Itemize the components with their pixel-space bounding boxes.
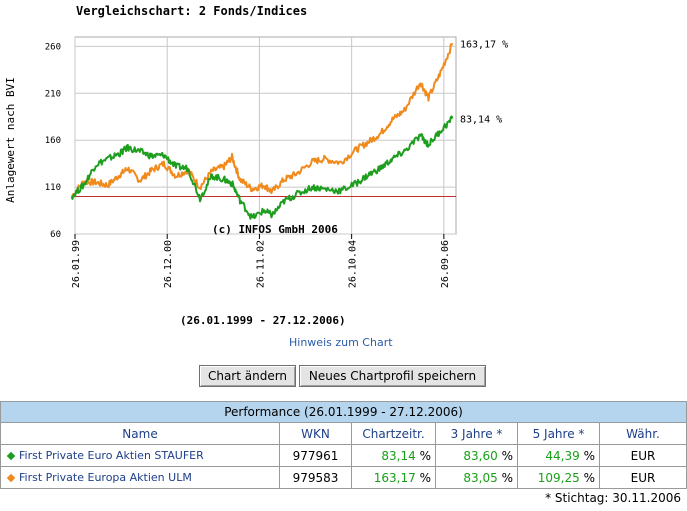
five-year-cell: 109,25 % [517,466,600,489]
y-axis-label: Anlagewert nach BVI [4,77,17,203]
fund-name-cell[interactable]: First Private Europa Aktien ULM [0,466,280,489]
x-tick-label: 26.09.06 [440,240,451,288]
chart-watermark: (c) INFOS GmbH 2006 [212,223,338,236]
performance-chart: 60 110 160 210 260 26.01.99 26.12.00 26.11.02 2… [4,36,508,288]
plot-area [74,36,457,235]
currency-cell: EUR [599,444,687,467]
x-tick-label: 26.11.02 [255,240,266,288]
chart-hint-link[interactable]: Hinweis zum Chart [289,336,393,349]
x-tick-label: 26.12.00 [163,240,174,288]
x-tick-label: 26.01.99 [71,240,82,288]
x-tick-label: 26.10.04 [348,240,359,288]
y-tick-label: 260 [45,42,61,52]
col-header-5-years: 5 Jahre * [517,422,600,445]
change-chart-button[interactable]: Chart ändern [199,365,296,387]
three-year-cell: 83,05 % [435,466,518,489]
wkn-cell: 979583 [279,466,352,489]
save-chart-profile-button[interactable]: Neues Chartprofil speichern [299,365,486,387]
series-line [70,42,454,198]
performance-caption: Performance (26.01.1999 - 27.12.2006) [0,401,687,423]
three-year-cell: 83,60 % [435,444,518,467]
y-tick-label: 60 [50,230,61,240]
col-header-3-years: 3 Jahre * [435,422,518,445]
col-header-name: Name [0,422,280,445]
y-tick-label: 210 [45,89,61,99]
table-header-row: Name WKN Chartzeitr. 3 Jahre * 5 Jahre *… [0,422,687,445]
table-row: First Private Euro Aktien STAUFER 977961… [0,444,687,467]
chart-title: Vergleichschart: 2 Fonds/Indices [76,4,308,18]
chart-period-cell: 163,17 % [351,466,436,489]
table-row: First Private Europa Aktien ULM 979583 1… [0,466,687,489]
wkn-cell: 977961 [279,444,352,467]
series-end-label: 163,17 % [460,39,508,50]
date-range: (26.01.1999 - 27.12.2006) [180,314,346,327]
performance-table: Performance (26.01.1999 - 27.12.2006) Na… [0,401,687,489]
col-header-currency: Währ. [599,422,687,445]
fund-name-cell[interactable]: First Private Euro Aktien STAUFER [0,444,280,467]
y-tick-label: 160 [45,136,61,146]
five-year-cell: 44,39 % [517,444,600,467]
series-line [70,115,454,220]
series-marker-icon [6,473,16,482]
col-header-chart-period: Chartzeitr. [351,422,436,445]
series-marker-icon [6,451,16,460]
col-header-wkn: WKN [279,422,352,445]
series-end-label: 83,14 % [460,114,502,125]
reference-date-note: * Stichtag: 30.11.2006 [545,491,681,505]
chart-period-cell: 83,14 % [351,444,436,467]
currency-cell: EUR [599,466,687,489]
y-tick-label: 110 [45,183,61,193]
